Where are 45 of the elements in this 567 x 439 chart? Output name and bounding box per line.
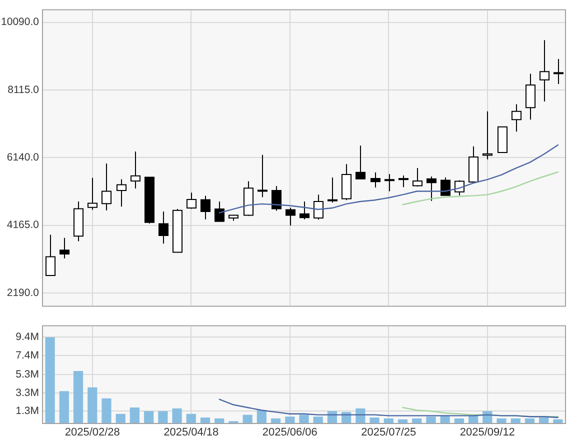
x-tick-label: 2025/06/06 bbox=[262, 426, 318, 439]
bar bbox=[299, 414, 309, 423]
bar bbox=[144, 411, 154, 423]
bar bbox=[102, 398, 112, 423]
y-tick-label: 3.3M bbox=[16, 386, 39, 399]
y-tick-label: 7.4M bbox=[16, 349, 39, 362]
bar bbox=[524, 418, 535, 423]
bar bbox=[73, 371, 84, 423]
bar bbox=[88, 387, 98, 423]
bar bbox=[285, 416, 295, 423]
bar bbox=[496, 418, 506, 423]
bar bbox=[426, 416, 436, 423]
bar bbox=[384, 418, 394, 423]
bar bbox=[370, 418, 380, 423]
bar bbox=[214, 418, 224, 423]
x-tick-label: 2025/02/28 bbox=[64, 426, 120, 439]
bar bbox=[116, 414, 126, 423]
bar bbox=[158, 411, 168, 423]
y-tick-label: 1.3M bbox=[16, 405, 39, 418]
bar bbox=[186, 414, 196, 423]
bar bbox=[270, 418, 281, 423]
y-tick-label: 10090.0 bbox=[1, 16, 40, 28]
y-tick-label: 4165.0 bbox=[6, 219, 40, 232]
x-tick-label: 2025/07/25 bbox=[361, 426, 416, 439]
y-tick-label: 8115.0 bbox=[8, 84, 40, 96]
x-tick-label: 2025/09/12 bbox=[460, 426, 515, 439]
bar bbox=[510, 418, 520, 423]
bar bbox=[553, 419, 563, 423]
bar bbox=[130, 407, 140, 423]
x-tick-label: 2025/04/18 bbox=[164, 426, 219, 439]
bar bbox=[59, 391, 69, 423]
bar bbox=[313, 416, 323, 423]
y-tick-label: 9.4M bbox=[16, 331, 39, 344]
bar bbox=[398, 419, 408, 423]
y-tick-label: 5.3M bbox=[16, 368, 39, 381]
bar bbox=[539, 418, 549, 423]
y-tick-label: 6140.0 bbox=[6, 152, 40, 164]
bar bbox=[45, 337, 55, 423]
bar bbox=[256, 410, 266, 423]
bar bbox=[454, 418, 464, 423]
bar bbox=[172, 408, 182, 423]
bar bbox=[200, 418, 210, 423]
y-tick-label: 2190.0 bbox=[6, 286, 40, 299]
bar bbox=[412, 418, 422, 423]
bar bbox=[242, 414, 252, 423]
